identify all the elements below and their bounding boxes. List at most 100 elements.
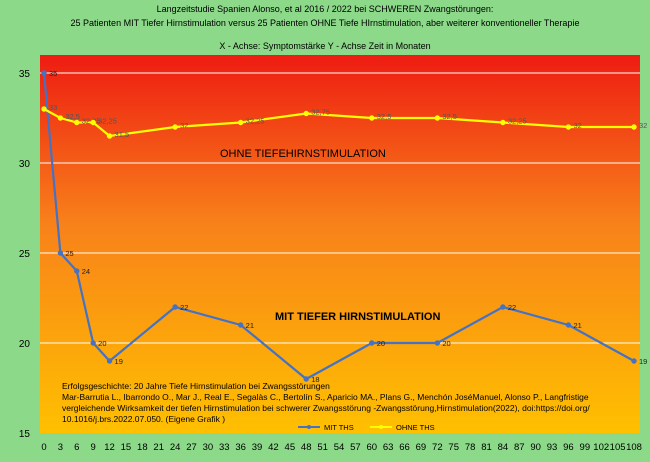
data-label: 32	[573, 121, 581, 130]
x-tick-label: 84	[498, 442, 509, 453]
chart-title-line-2: 25 Patienten MIT Tiefer Hirnstimulation …	[71, 18, 580, 28]
data-point	[41, 106, 47, 112]
x-tick-label: 48	[301, 442, 312, 453]
x-tick-label: 66	[399, 442, 410, 453]
x-tick-label: 30	[203, 442, 214, 453]
x-tick-label: 9	[91, 442, 96, 453]
x-tick-label: 69	[416, 442, 427, 453]
x-tick-label: 60	[366, 442, 377, 453]
x-tick-label: 75	[448, 442, 459, 453]
data-point	[565, 322, 572, 328]
source-text-line-3: vergleichende Wirksamkeit der tiefen Hir…	[62, 403, 590, 413]
data-label: 32,25	[246, 117, 265, 126]
x-tick-label: 78	[465, 442, 476, 453]
x-tick-label: 105	[610, 442, 626, 453]
data-point	[500, 119, 506, 126]
x-tick-label: 21	[153, 442, 164, 453]
data-point	[237, 119, 244, 126]
data-point	[74, 119, 80, 126]
data-point	[303, 110, 309, 117]
data-label: 21	[573, 321, 581, 330]
annotation-mit-ths: MIT TIEFER HIRNSTIMULATION	[275, 311, 440, 323]
plot-area	[40, 55, 640, 433]
x-tick-label: 57	[350, 442, 361, 453]
x-tick-label: 42	[268, 442, 279, 453]
data-point	[237, 322, 244, 328]
data-point	[106, 133, 113, 139]
x-tick-label: 12	[104, 442, 115, 453]
x-tick-label: 0	[41, 442, 46, 453]
data-point	[631, 124, 637, 130]
x-tick-label: 3	[58, 442, 63, 453]
x-tick-label: 90	[530, 442, 541, 453]
data-label: 35	[49, 69, 57, 78]
legend-marker	[379, 425, 383, 429]
series-group: 35 25 24 20 19 22 21 18 20 20 22 21 19 33 32,5 32,25 32,…	[41, 69, 647, 384]
data-point	[90, 119, 96, 126]
source-text-line-2: Mar-Barrutia L., Ibarrondo O., Mar J., R…	[62, 392, 589, 402]
legend-label: MIT THS	[324, 423, 354, 432]
x-tick-label: 51	[317, 442, 328, 453]
x-tick-label: 45	[285, 442, 296, 453]
x-tick-label: 87	[514, 442, 525, 453]
x-tick-label: 15	[121, 442, 132, 453]
data-point	[172, 304, 178, 310]
data-point	[57, 115, 64, 121]
data-point	[500, 304, 506, 310]
data-label: 19	[639, 357, 647, 366]
source-text-block: Erfolgsgeschichte: 20 Jahre Tiefe Hirnst…	[62, 381, 590, 424]
legend-label: OHNE THS	[396, 423, 435, 432]
data-point	[303, 376, 309, 382]
x-tick-label: 63	[383, 442, 394, 453]
x-tick-label: 39	[252, 442, 263, 453]
data-point	[369, 115, 375, 121]
data-point	[369, 340, 375, 346]
data-label: 32,75	[311, 108, 330, 117]
x-tick-label: 24	[170, 442, 181, 453]
data-label: 19	[115, 357, 123, 366]
x-tick-label: 96	[563, 442, 574, 453]
x-tick-labels: 0 3 6 9 12 15 18 21 24 27 30 33 36 39 42 45 48 51 54 57 60 63…	[41, 442, 642, 453]
data-label: 25	[65, 249, 73, 258]
data-point	[631, 358, 637, 364]
data-label: 22	[508, 303, 516, 312]
y-tick-labels: 15 20 25 30 35	[19, 69, 31, 440]
data-label: 32,5	[377, 112, 392, 121]
data-label: 32	[639, 121, 647, 130]
legend-marker	[307, 425, 311, 429]
x-tick-label: 54	[334, 442, 345, 453]
data-label: 33	[49, 103, 57, 112]
x-tick-label: 93	[547, 442, 558, 453]
data-label: 32,25	[508, 117, 527, 126]
data-point	[74, 268, 80, 274]
data-point	[434, 340, 441, 346]
data-label: 31,5	[115, 130, 130, 139]
y-tick-label: 30	[19, 159, 31, 170]
annotation-ohne-ths: OHNE TIEFEHIRNSTIMULATION	[220, 148, 386, 160]
data-label: 18	[311, 375, 319, 384]
source-text-line-1: Erfolgsgeschichte: 20 Jahre Tiefe Hirnst…	[62, 381, 330, 391]
data-point	[172, 124, 178, 130]
axis-note: X - Achse: Symptomstärke Y - Achse Zeit …	[219, 41, 430, 51]
data-label: 20	[377, 339, 385, 348]
data-point	[90, 340, 96, 346]
y-tick-label: 15	[19, 429, 31, 440]
x-tick-label: 18	[137, 442, 148, 453]
x-tick-label: 108	[626, 442, 642, 453]
source-text-line-4: 10.1016/j.brs.2022.07.050. (Eigene Grafi…	[62, 414, 225, 424]
x-tick-label: 33	[219, 442, 230, 453]
grid-lines	[40, 72, 640, 344]
data-label: 32,25	[98, 117, 117, 126]
data-label: 20	[98, 339, 106, 348]
legend: MIT THS OHNE THS	[298, 423, 435, 432]
x-tick-label: 72	[432, 442, 443, 453]
y-tick-label: 20	[19, 339, 31, 350]
data-label: 21	[246, 321, 254, 330]
x-tick-label: 27	[186, 442, 197, 453]
data-label: 32,5	[442, 112, 457, 121]
data-label: 32,5	[65, 112, 80, 121]
data-label: 20	[442, 339, 450, 348]
x-tick-label: 36	[235, 442, 246, 453]
